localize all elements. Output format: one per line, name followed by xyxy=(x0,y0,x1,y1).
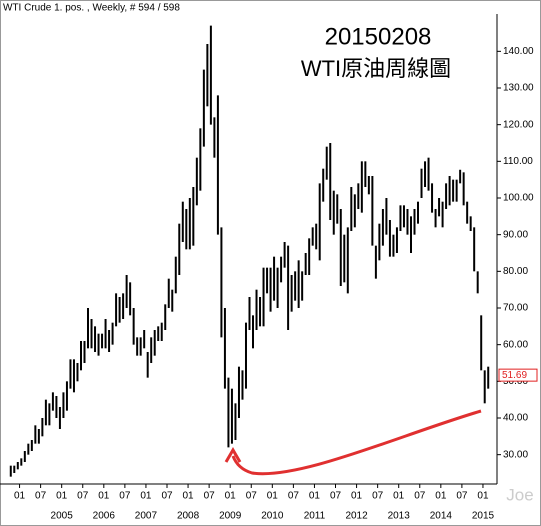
x-tick-label: 07 xyxy=(288,491,300,502)
x-tick-label: 07 xyxy=(246,491,258,502)
y-tick-label: 60.00 xyxy=(503,339,528,350)
x-tick-label: 07 xyxy=(161,491,173,502)
y-tick-label: 120.00 xyxy=(503,119,534,130)
year-label: 2008 xyxy=(177,511,200,522)
x-tick-label: 01 xyxy=(435,491,447,502)
last-price-label: 51.69 xyxy=(502,370,527,381)
x-tick-label: 01 xyxy=(393,491,405,502)
x-tick-label: 07 xyxy=(77,491,89,502)
x-tick-label: 07 xyxy=(204,491,216,502)
y-tick-label: 90.00 xyxy=(503,229,528,240)
annotation-title: WTI原油周線圖 xyxy=(301,56,451,81)
arrow-head xyxy=(224,447,242,463)
x-tick-label: 07 xyxy=(119,491,131,502)
year-label: 2006 xyxy=(93,511,116,522)
x-tick-label: 01 xyxy=(183,491,195,502)
year-label: 2013 xyxy=(388,511,411,522)
x-tick-label: 01 xyxy=(351,491,363,502)
y-tick-label: 140.00 xyxy=(503,46,534,57)
x-tick-label: 01 xyxy=(225,491,237,502)
x-tick-label: 07 xyxy=(372,491,384,502)
x-tick-label: 07 xyxy=(456,491,468,502)
year-label: 2015 xyxy=(472,511,495,522)
y-tick-label: 130.00 xyxy=(503,83,534,94)
year-label: 2005 xyxy=(51,511,74,522)
y-tick-label: 100.00 xyxy=(503,193,534,204)
x-tick-label: 01 xyxy=(309,491,321,502)
y-tick-label: 70.00 xyxy=(503,303,528,314)
x-tick-label: 07 xyxy=(330,491,342,502)
x-tick-label: 01 xyxy=(140,491,152,502)
y-tick-label: 110.00 xyxy=(503,156,533,167)
x-tick-label: 01 xyxy=(267,491,279,502)
x-tick-label: 07 xyxy=(414,491,426,502)
x-tick-label: 01 xyxy=(56,491,68,502)
year-label: 2007 xyxy=(135,511,158,522)
watermark: Joe xyxy=(506,485,533,504)
year-label: 2014 xyxy=(430,511,453,522)
x-tick-label: 07 xyxy=(35,491,47,502)
y-tick-label: 30.00 xyxy=(503,449,528,460)
chart-title: WTI Crude 1. pos. , Weekly, # 594 / 598 xyxy=(3,3,180,14)
annotation-date: 20150208 xyxy=(325,23,432,50)
last-price-box xyxy=(498,368,538,382)
year-label: 2011 xyxy=(304,511,326,522)
y-tick-label: 40.00 xyxy=(503,413,528,424)
y-tick-label: 80.00 xyxy=(503,266,528,277)
x-tick-label: 01 xyxy=(98,491,110,502)
x-tick-label: 01 xyxy=(14,491,26,502)
trend-arrow xyxy=(231,409,482,476)
year-label: 2012 xyxy=(345,511,368,522)
year-label: 2009 xyxy=(219,511,242,522)
x-tick-label: 01 xyxy=(477,491,489,502)
year-label: 2010 xyxy=(261,511,284,522)
